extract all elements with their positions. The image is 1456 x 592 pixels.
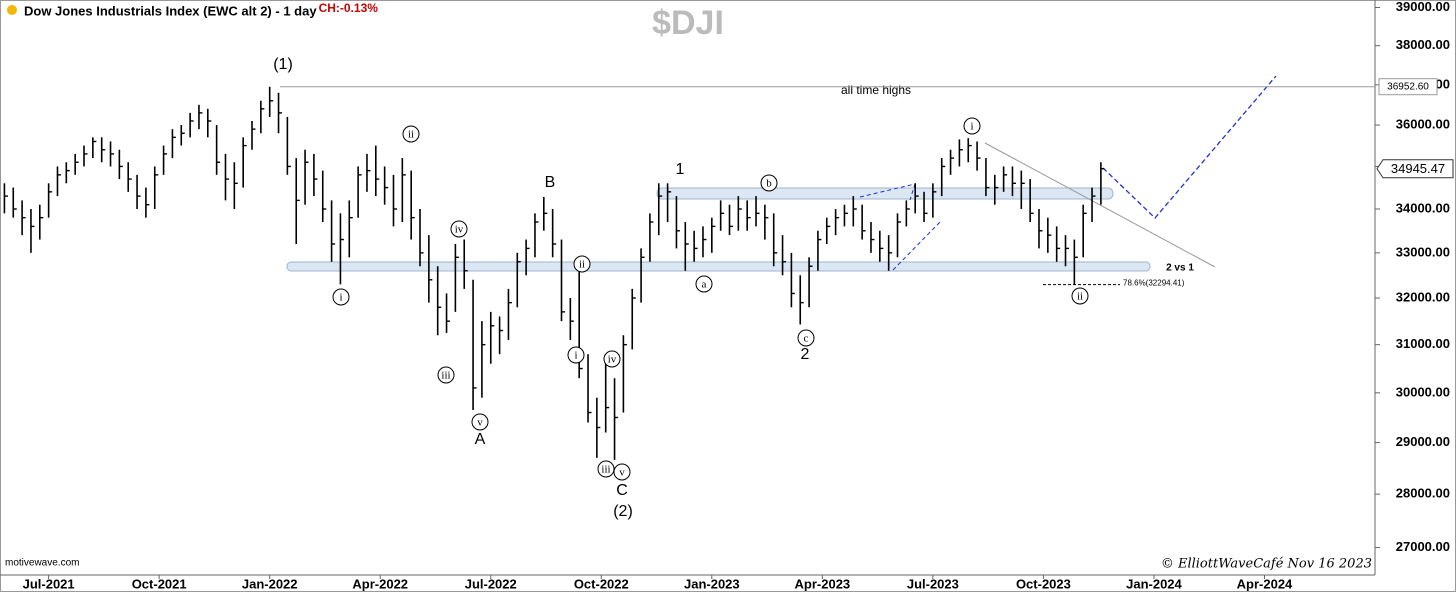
x-tick-label: Oct-2023 <box>1016 576 1071 591</box>
x-tick-label: Oct-2021 <box>132 576 187 591</box>
y-tick-label: 30000.00 <box>1396 384 1450 399</box>
channel <box>656 187 1114 200</box>
wave-circle <box>597 460 615 478</box>
wave-circle <box>760 174 778 192</box>
circled-wave-label: i <box>339 292 342 304</box>
y-tick-label: 31000.00 <box>1396 336 1450 351</box>
circled-wave-label: iv <box>608 354 617 366</box>
wave-circle <box>603 350 621 368</box>
y-tick-label: 34000.00 <box>1396 200 1450 215</box>
y-tick-label: 36000.00 <box>1396 116 1450 131</box>
ath-label: 36952.60 <box>1387 81 1429 92</box>
x-tick-label: Apr-2023 <box>795 576 851 591</box>
circled-wave-label: ii <box>408 129 414 141</box>
wave-circle <box>567 346 585 364</box>
source: motivewave.com <box>5 558 79 569</box>
circled-wave-label: i <box>574 350 577 362</box>
x-tick-label: Apr-2024 <box>1237 576 1293 591</box>
x-tick-label: Apr-2022 <box>352 576 408 591</box>
y-tick-label: 33000.00 <box>1396 244 1450 259</box>
last-price-box <box>1376 159 1454 179</box>
circled-wave-label: v <box>477 417 483 429</box>
x-tick-label: Jul-2023 <box>907 576 959 591</box>
y-tick-label: 28000.00 <box>1396 486 1450 501</box>
y-tick-label: 39000.00 <box>1396 0 1450 14</box>
x-tick-label: Jan-2022 <box>242 576 298 591</box>
circled-wave-label: v <box>619 467 625 479</box>
wave-label: 1 <box>676 161 685 178</box>
wave-circle <box>450 220 468 238</box>
projection <box>1102 75 1277 219</box>
comparison: 2 vs 1 <box>1166 263 1194 274</box>
y-tick-label: 29000.00 <box>1396 434 1450 449</box>
wave-label: (2) <box>613 503 633 520</box>
wave-circle <box>963 117 981 135</box>
wave-circle <box>573 255 591 273</box>
y-tick-label: 27000.00 <box>1396 539 1450 554</box>
x-tick-label: Oct-2022 <box>574 576 629 591</box>
wave-circle <box>797 329 815 347</box>
wave-label: 2 <box>801 346 810 363</box>
x-tick-label: Jul-2022 <box>465 576 517 591</box>
fib-label: 78.6%(32294.41) <box>1123 279 1185 288</box>
wave-circle <box>695 275 713 293</box>
circled-wave-label: i <box>970 121 973 133</box>
circled-wave-label: iv <box>455 224 464 236</box>
wave-label: C <box>616 482 628 499</box>
last-price: 34945.47 <box>1391 161 1445 176</box>
wave-label: B <box>545 174 556 191</box>
credit: © ElliottWaveCafé Nov 16 2023 <box>1161 557 1372 572</box>
ath-text: all time highs <box>841 83 911 97</box>
circled-wave-label: b <box>766 178 772 190</box>
circled-wave-label: c <box>804 333 809 345</box>
chart-title: Dow Jones Industrials Index (EWC alt 2) … <box>24 3 317 18</box>
circled-wave-label: iii <box>441 370 450 382</box>
circled-wave-label: ii <box>579 259 585 271</box>
wave-label: (1) <box>273 56 293 73</box>
wave-circle <box>613 463 631 481</box>
y-tick-label: 32000.00 <box>1396 289 1450 304</box>
trend-line <box>984 142 1216 268</box>
circled-wave-label: iii <box>601 464 610 476</box>
status-dot <box>7 5 17 15</box>
wave-circle <box>437 366 455 384</box>
ath-label-box <box>1378 78 1438 96</box>
circled-wave-label: a <box>702 279 707 291</box>
channel <box>286 261 1151 272</box>
x-tick-label: Jan-2024 <box>1126 576 1182 591</box>
wave-circle <box>402 125 420 143</box>
wave-circle <box>332 288 350 306</box>
y-tick-label: 38000.00 <box>1396 37 1450 52</box>
change: CH:-0.13% <box>319 1 379 15</box>
wave-label: A <box>475 431 486 448</box>
circled-wave-label: ii <box>1077 291 1083 303</box>
x-tick-label: Jul-2021 <box>23 576 75 591</box>
wave-circle <box>471 413 489 431</box>
wave-circle <box>1071 287 1089 305</box>
x-tick-label: Jan-2023 <box>684 576 740 591</box>
symbol: $DJI <box>652 4 724 42</box>
